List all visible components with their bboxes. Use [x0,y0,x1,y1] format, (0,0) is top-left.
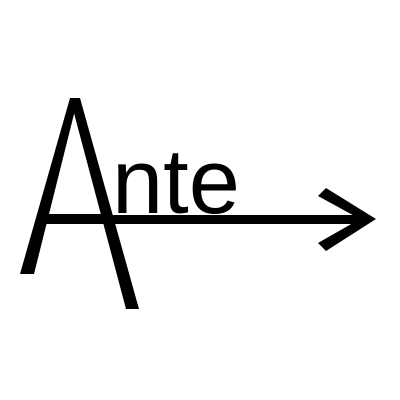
letter-a-left-stroke [20,98,78,274]
arrow-shaft [46,215,364,224]
right-arrow-icon [46,188,376,251]
arrow-head [318,188,376,251]
letter-a-right-stroke [70,98,139,309]
